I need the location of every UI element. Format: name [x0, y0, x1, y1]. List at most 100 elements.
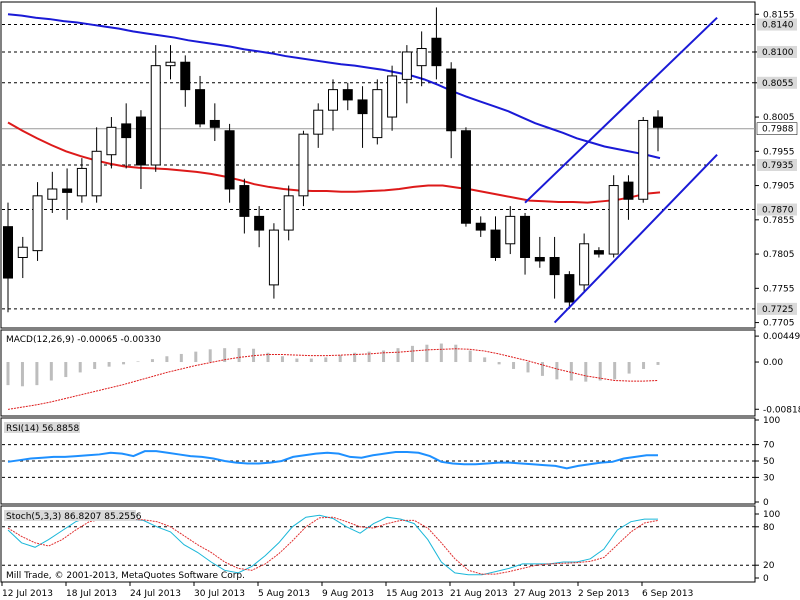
macd-tick-label: 0.00449: [763, 332, 800, 342]
price-tick-label: 0.7805: [763, 250, 795, 260]
macd-plot: 0.00449 0.00 -0.00818: [6, 332, 800, 415]
stoch-tick-label: 0: [763, 574, 769, 584]
candle-bull: [638, 119, 649, 200]
candle-bull: [328, 89, 338, 111]
candle-bear: [460, 130, 471, 224]
time-tick-label: 27 Aug 2013: [514, 589, 572, 599]
level-label: 0.7725: [762, 305, 794, 315]
rsi-tick-label: 50: [763, 457, 775, 467]
price-tick-label: 0.7755: [763, 284, 795, 294]
level-label: 0.8140: [762, 21, 794, 31]
candle-bull: [416, 48, 427, 67]
candle-bull: [387, 75, 398, 118]
candle-bull: [17, 246, 28, 258]
candle-bull: [47, 188, 58, 200]
candle-bull: [608, 185, 619, 255]
candle-bull: [150, 65, 161, 166]
level-label-bg: [757, 76, 797, 89]
candle-bull: [32, 195, 43, 252]
level-label: 0.8100: [762, 48, 794, 58]
macd-tick-label: 0.00: [763, 358, 783, 368]
candle-bear: [62, 188, 73, 193]
time-tick-label: 5 Aug 2013: [258, 589, 310, 599]
candle-bear: [564, 274, 575, 303]
stoch-label-bg: [4, 510, 136, 521]
macd-label: MACD(12,26,9) -0.00065 -0.00330: [6, 335, 161, 345]
candle-bull: [76, 167, 87, 197]
rsi-tick-label: 70: [763, 441, 775, 451]
stoch-tick-label: 80: [763, 523, 775, 533]
stoch-tick-label: 20: [763, 561, 775, 571]
time-tick-label: 30 Jul 2013: [194, 589, 245, 599]
time-tick-label: 18 Jul 2013: [66, 589, 117, 599]
rsi-line: [7, 450, 658, 470]
time-tick-label: 15 Aug 2013: [386, 589, 444, 599]
time-tick-label: 12 Jul 2013: [2, 589, 53, 599]
candle-bear: [446, 68, 457, 132]
candle-bear: [342, 89, 353, 101]
time-tick-label: 9 Aug 2013: [322, 589, 374, 599]
moving-averages: [7, 13, 661, 204]
level-label-bg: [757, 18, 797, 31]
price-tick-label: 0.7955: [763, 147, 795, 157]
candle-bear: [534, 256, 545, 262]
time-axis: 12 Jul 2013 18 Jul 2013 24 Jul 2013 30 Jul …: [1, 582, 693, 599]
stoch-tick-label: 100: [763, 510, 780, 520]
ma-mid-line: [7, 121, 661, 204]
level-label: 0.8055: [762, 79, 794, 89]
candle-bull: [106, 126, 117, 156]
price-tick-label: 0.7905: [763, 182, 795, 192]
candle-bull: [313, 109, 324, 135]
time-tick-label: 24 Jul 2013: [130, 589, 181, 599]
level-label-bg: [757, 159, 797, 171]
channel-upper-line: [524, 16, 718, 204]
time-tick-label: 6 Sep 2013: [642, 589, 693, 599]
level-label-bg: [757, 203, 797, 216]
candle-bear: [209, 119, 220, 128]
candlesticks: [3, 7, 663, 313]
time-tick-label: 2 Sep 2013: [578, 589, 629, 599]
rsi-label-bg: [4, 422, 80, 433]
candle-bear: [357, 99, 368, 115]
macd-signal-line: [7, 348, 659, 410]
price-axis: 0.8155 0.8100 0.8055 0.8005 0.7955 0.7905 0.78…: [755, 10, 798, 329]
price-tick-label: 0.8005: [763, 113, 795, 123]
candle-bear: [239, 185, 250, 217]
candle-bear: [549, 256, 560, 276]
candle-bear: [121, 123, 132, 139]
candle-bull: [283, 195, 294, 231]
rsi-label: RSI(14) 56.8858: [6, 424, 79, 434]
candle-bull: [401, 51, 412, 80]
level-label: 0.7870: [762, 206, 794, 216]
time-tick-label: 21 Aug 2013: [450, 589, 508, 599]
trend-channel: [524, 16, 718, 324]
candle-bull: [505, 215, 516, 245]
copyright-footer: Mill Trade, © 2001-2013, MetaQuotes Soft…: [6, 571, 245, 581]
level-label: 0.7935: [762, 161, 794, 171]
rsi-panel: [0, 417, 756, 505]
current-price-label-bg: [756, 122, 798, 135]
candle-bear: [593, 250, 604, 255]
candle-bear: [180, 61, 191, 91]
candle-bear: [254, 215, 265, 231]
rsi-tick-label: 0: [763, 498, 769, 508]
candle-bull: [579, 243, 590, 286]
stoch-label: Stoch(5,3,3) 86.8207 85.2556: [6, 512, 142, 522]
candle-bear: [431, 37, 442, 67]
rsi-tick-label: 30: [763, 473, 775, 483]
candle-bear: [224, 130, 235, 190]
channel-lower-line: [553, 154, 718, 324]
candle-bull: [91, 150, 102, 197]
price-tick-label: 0.8155: [763, 10, 795, 20]
level-label-bg: [757, 45, 797, 58]
level-label-bg: [757, 302, 797, 315]
candle-bear: [623, 181, 634, 200]
candle-bear: [195, 89, 206, 125]
candle-bull: [268, 229, 279, 286]
candle-bear: [520, 215, 531, 258]
ma-long-line: [7, 13, 661, 160]
candle-bear: [475, 222, 486, 231]
price-tick-label: 0.7705: [763, 319, 795, 329]
stoch-d-line: [7, 516, 659, 575]
